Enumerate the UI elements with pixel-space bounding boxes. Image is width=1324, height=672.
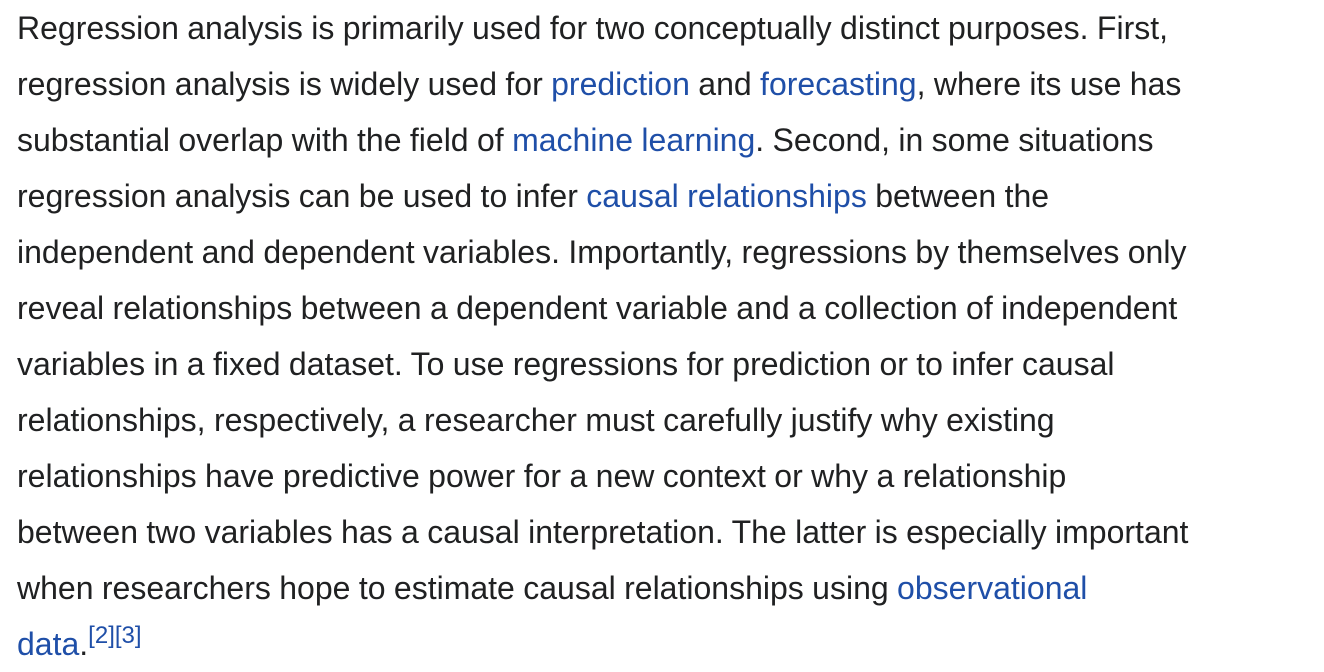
paragraph-line-9: relationships have predictive power for … bbox=[17, 458, 1067, 494]
citation-ref-2[interactable]: [2] bbox=[88, 622, 115, 649]
text-segment: regression analysis can be used to infer bbox=[17, 178, 587, 214]
text-segment: and bbox=[689, 66, 761, 102]
paragraph-line-6: reveal relationships between a dependent… bbox=[17, 290, 1178, 326]
text-segment: between the bbox=[866, 178, 1050, 214]
article-body: Regression analysis is primarily used fo… bbox=[17, 0, 1317, 672]
paragraph: Regression analysis is primarily used fo… bbox=[17, 0, 1317, 672]
link-causal-relationships[interactable]: causal relationships bbox=[586, 178, 867, 214]
link-forecasting[interactable]: forecasting bbox=[760, 66, 917, 102]
link-machine-learning[interactable]: machine learning bbox=[512, 122, 756, 158]
text-segment: . bbox=[79, 626, 89, 662]
link-prediction[interactable]: prediction bbox=[551, 66, 690, 102]
text-segment: , where its use has bbox=[916, 66, 1182, 102]
text-segment: . Second, in some situations bbox=[755, 122, 1154, 158]
text-segment: regression analysis is widely used for bbox=[17, 66, 552, 102]
citation-link-2[interactable]: [2] bbox=[88, 622, 115, 649]
link-observational-data[interactable]: observational bbox=[897, 570, 1088, 606]
paragraph-line-3: substantial overlap with the field of ma… bbox=[17, 112, 1317, 168]
link-observational-data-cont[interactable]: data bbox=[17, 626, 80, 662]
paragraph-line-2: regression analysis is widely used for p… bbox=[17, 56, 1317, 112]
paragraph-line-5: independent and dependent variables. Imp… bbox=[17, 234, 1187, 270]
paragraph-line-1: Regression analysis is primarily used fo… bbox=[17, 10, 1169, 46]
paragraph-line-7: variables in a fixed dataset. To use reg… bbox=[17, 346, 1115, 382]
paragraph-line-4: regression analysis can be used to infer… bbox=[17, 168, 1317, 224]
paragraph-line-11: when researchers hope to estimate causal… bbox=[17, 560, 1317, 616]
paragraph-line-12: data.[2][3] bbox=[17, 616, 1317, 672]
text-segment: substantial overlap with the field of bbox=[17, 122, 513, 158]
text-segment: when researchers hope to estimate causal… bbox=[17, 570, 898, 606]
paragraph-line-10: between two variables has a causal inter… bbox=[17, 514, 1189, 550]
citation-link-3[interactable]: [3] bbox=[114, 622, 142, 649]
citation-ref-3[interactable]: [3] bbox=[115, 622, 142, 649]
paragraph-line-8: relationships, respectively, a researche… bbox=[17, 402, 1055, 438]
